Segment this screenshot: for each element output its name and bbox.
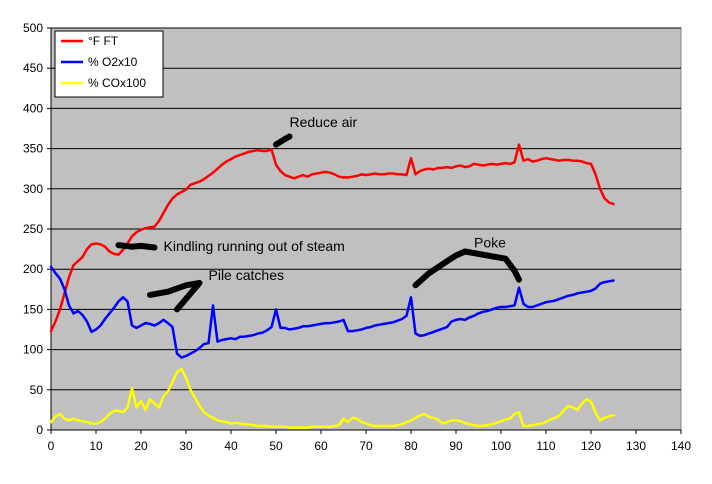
y-tick-label: 300 <box>23 182 43 196</box>
y-tick-label: 150 <box>23 302 43 316</box>
x-tick-label: 10 <box>89 439 103 453</box>
x-tick-label: 120 <box>581 439 601 453</box>
series-line-2 <box>49 367 615 429</box>
x-tick-label: 0 <box>48 439 55 453</box>
annotation-marker-3 <box>412 248 522 289</box>
y-tick-label: 0 <box>36 423 43 437</box>
legend-label-0: °F FT <box>88 34 119 48</box>
y-tick-label: 350 <box>23 142 43 156</box>
x-tick-label: 140 <box>671 439 691 453</box>
legend-label-1: % O2x10 <box>88 55 138 69</box>
series-line-1 <box>49 265 615 359</box>
y-tick-label: 400 <box>23 101 43 115</box>
x-tick-label: 90 <box>449 439 463 453</box>
x-tick-label: 20 <box>134 439 148 453</box>
y-tick-label: 500 <box>23 21 43 35</box>
x-tick-label: 100 <box>491 439 511 453</box>
x-tick-label: 50 <box>269 439 283 453</box>
y-tick-label: 200 <box>23 262 43 276</box>
x-tick-label: 70 <box>359 439 373 453</box>
annotation-label-3: Poke <box>474 235 506 251</box>
x-tick-label: 80 <box>404 439 418 453</box>
annotation-label-0: Reduce air <box>290 114 358 130</box>
legend-label-2: % COx100 <box>88 76 146 90</box>
x-tick-label: 30 <box>179 439 193 453</box>
annotation-label-1: Kindling running out of steam <box>164 238 345 254</box>
y-tick-label: 100 <box>23 343 43 357</box>
y-tick-label: 450 <box>23 61 43 75</box>
y-tick-label: 250 <box>23 222 43 236</box>
x-tick-label: 130 <box>626 439 646 453</box>
x-tick-label: 40 <box>224 439 238 453</box>
annotation-marker-1 <box>115 242 158 251</box>
y-tick-label: 50 <box>30 383 44 397</box>
annotation-label-2: Pile catches <box>209 267 284 283</box>
annotation-marker-0 <box>273 133 293 148</box>
series-line-0 <box>49 143 615 333</box>
x-tick-label: 110 <box>536 439 555 453</box>
annotation-marker-2 <box>147 279 203 313</box>
x-tick-label: 60 <box>314 439 328 453</box>
